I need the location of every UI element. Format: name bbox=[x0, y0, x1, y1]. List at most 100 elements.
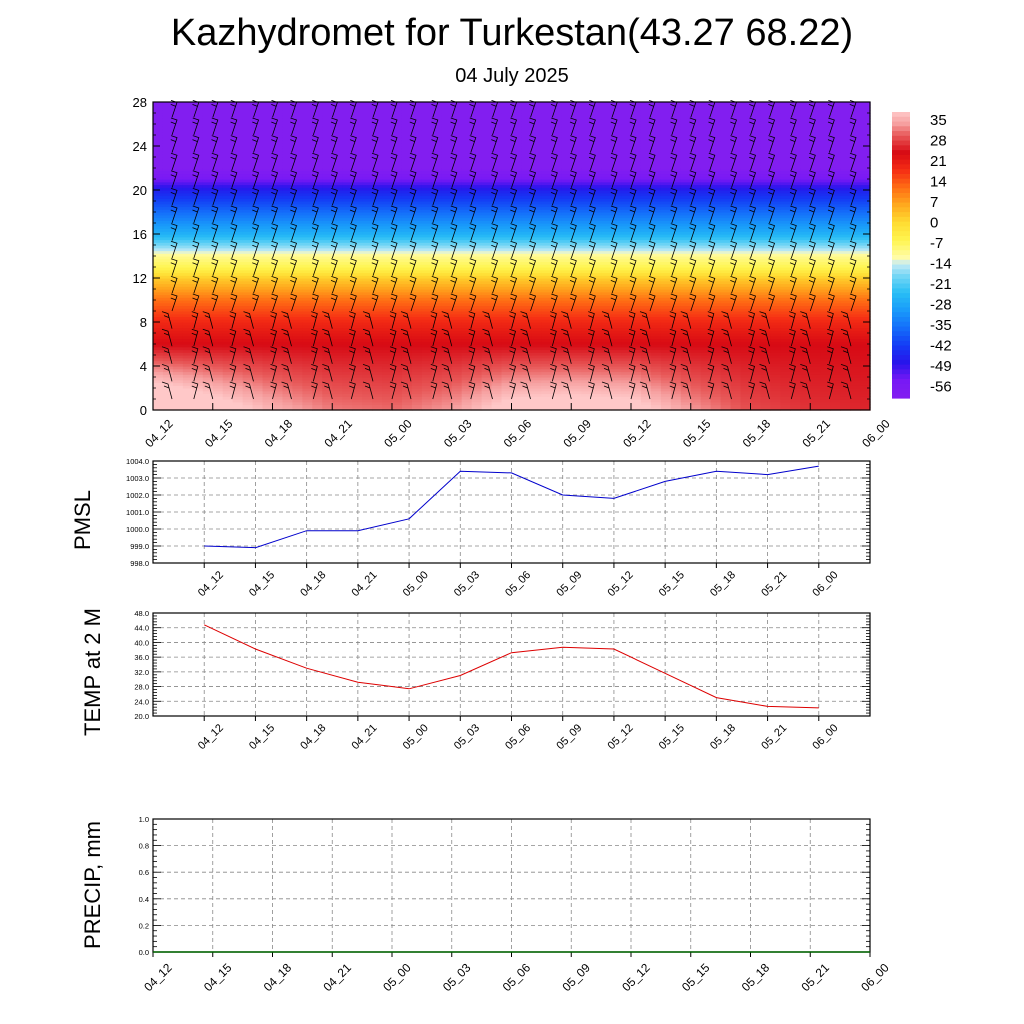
heatmap-cell bbox=[242, 135, 254, 139]
heatmap-cell bbox=[411, 148, 423, 153]
heatmap-cell bbox=[162, 165, 174, 169]
heatmap-cell bbox=[342, 102, 353, 106]
heatmap-cell bbox=[332, 110, 343, 114]
heatmap-cell bbox=[352, 140, 363, 144]
heatmap-cell bbox=[153, 267, 164, 271]
heatmap-cell bbox=[232, 371, 244, 375]
heatmap-cell bbox=[382, 278, 393, 282]
heatmap-cell bbox=[541, 104, 552, 109]
heatmap-cell bbox=[471, 335, 483, 340]
heatmap-cell bbox=[581, 322, 592, 326]
heatmap-cell bbox=[421, 148, 433, 153]
heatmap-cell bbox=[302, 212, 313, 216]
heatmap-cell bbox=[153, 278, 164, 282]
heatmap-cell bbox=[581, 234, 592, 238]
heatmap-cell bbox=[272, 327, 284, 331]
heatmap-cell bbox=[292, 168, 303, 172]
heatmap-cell bbox=[332, 102, 343, 106]
heatmap-cell bbox=[332, 278, 343, 282]
heatmap-cell bbox=[451, 176, 463, 180]
heatmap-cell bbox=[212, 385, 224, 389]
heatmap-cell bbox=[362, 110, 373, 114]
heatmap-cell bbox=[461, 393, 473, 397]
heatmap-cell bbox=[392, 305, 403, 309]
heatmap-cell bbox=[182, 379, 194, 384]
heatmap-cell bbox=[272, 121, 284, 125]
heatmap-cell bbox=[571, 129, 582, 133]
heatmap-cell bbox=[153, 168, 164, 172]
heatmap-cell bbox=[581, 198, 592, 202]
heatmap-cell bbox=[571, 338, 582, 342]
heatmap-cell bbox=[481, 363, 493, 367]
heatmap-cell bbox=[322, 201, 333, 205]
heatmap-cell bbox=[521, 132, 533, 136]
heatmap-cell bbox=[182, 165, 194, 169]
heatmap-cell bbox=[322, 250, 333, 254]
heatmap-cell bbox=[451, 157, 463, 161]
heatmap-cell bbox=[382, 176, 393, 180]
heatmap-cell bbox=[202, 258, 214, 263]
heatmap-cell bbox=[372, 165, 383, 169]
heatmap-cell bbox=[302, 289, 313, 293]
heatmap-cell bbox=[471, 366, 483, 370]
heatmap-cell bbox=[461, 371, 473, 375]
heatmap-cell bbox=[541, 107, 552, 111]
heatmap-cell bbox=[272, 184, 284, 188]
heatmap-cell bbox=[252, 212, 264, 216]
heatmap-cell bbox=[362, 187, 373, 191]
heatmap-cell bbox=[312, 390, 323, 395]
heatmap-cell bbox=[581, 214, 592, 219]
heatmap-cell bbox=[421, 294, 433, 298]
heatmap-cell bbox=[461, 324, 473, 329]
heatmap-cell bbox=[162, 250, 174, 254]
heatmap-cell bbox=[292, 371, 303, 375]
heatmap-cell bbox=[411, 214, 423, 219]
heatmap-cell bbox=[461, 223, 473, 227]
heatmap-cell bbox=[342, 377, 353, 381]
heatmap-cell bbox=[451, 143, 463, 147]
heatmap-cell bbox=[362, 278, 373, 282]
heatmap-cell bbox=[421, 173, 433, 177]
heatmap-cell bbox=[531, 374, 542, 378]
heatmap-cell bbox=[332, 338, 343, 342]
heatmap-cell bbox=[471, 352, 483, 356]
heatmap-cell bbox=[153, 390, 164, 395]
heatmap-cell bbox=[441, 110, 453, 114]
heatmap-cell bbox=[491, 217, 503, 221]
heatmap-cell bbox=[441, 327, 453, 331]
heatmap-cell bbox=[591, 245, 602, 249]
heatmap-cell bbox=[581, 291, 592, 296]
heatmap-cell bbox=[212, 129, 224, 133]
heatmap-cell bbox=[501, 201, 513, 205]
heatmap-cell bbox=[571, 195, 582, 199]
heatmap-cell bbox=[212, 379, 224, 384]
heatmap-cell bbox=[531, 289, 542, 293]
heatmap-cell bbox=[312, 110, 323, 114]
heatmap-cell bbox=[302, 107, 313, 111]
heatmap-cell bbox=[431, 280, 443, 285]
heatmap-cell bbox=[581, 385, 592, 389]
heatmap-cell bbox=[342, 308, 353, 312]
heatmap-cell bbox=[352, 195, 363, 199]
heatmap-cell bbox=[292, 212, 303, 216]
heatmap-cell bbox=[372, 212, 383, 216]
heatmap-cell bbox=[342, 206, 353, 210]
heatmap-cell bbox=[382, 308, 393, 312]
heatmap-cell bbox=[581, 264, 592, 268]
heatmap-cell bbox=[561, 179, 572, 183]
heatmap-cell bbox=[461, 151, 473, 155]
heatmap-cell bbox=[431, 363, 443, 367]
heatmap-cell bbox=[202, 388, 214, 392]
heatmap-cell bbox=[202, 209, 214, 213]
heatmap-cell bbox=[352, 170, 363, 175]
heatmap-cell bbox=[252, 300, 264, 304]
heatmap-cell bbox=[302, 363, 313, 367]
heatmap-cell bbox=[232, 316, 244, 320]
heatmap-cell bbox=[521, 148, 533, 153]
heatmap-cell bbox=[312, 305, 323, 309]
heatmap-cell bbox=[252, 267, 264, 271]
heatmap-cell bbox=[242, 179, 254, 183]
heatmap-cell bbox=[541, 388, 552, 392]
heatmap-cell bbox=[312, 401, 323, 406]
heatmap-cell bbox=[411, 291, 423, 296]
